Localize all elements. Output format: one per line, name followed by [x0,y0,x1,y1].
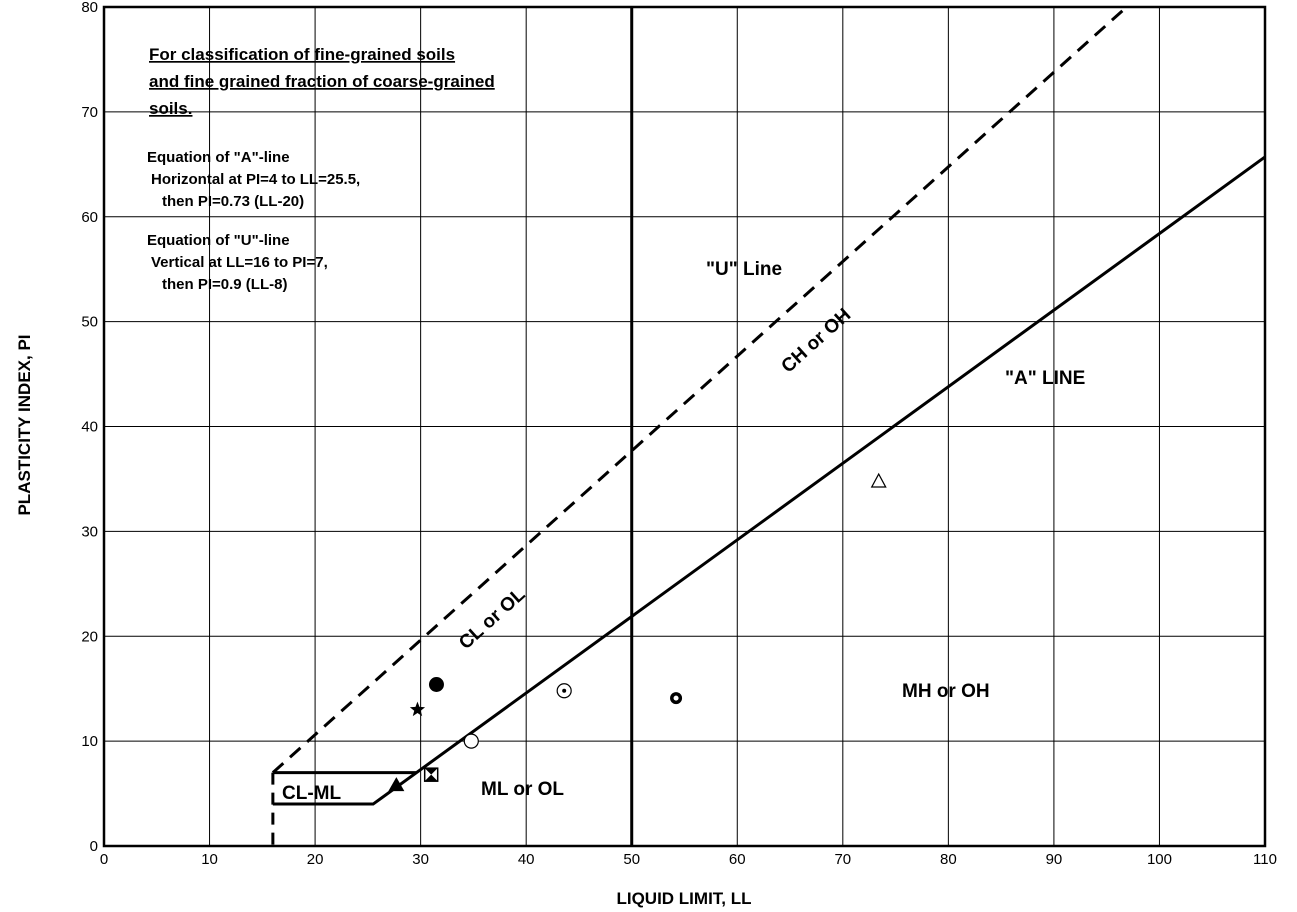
zone-mh-oh: MH or OH [902,681,990,702]
marker-star [409,701,426,717]
note-title-line-1: For classification of fine-grained soils [149,45,455,64]
data-point-circle-dot [556,683,572,699]
y-tick-label: 0 [90,838,98,855]
data-point-hourglass-square [423,767,439,782]
u-line-eq-3: then PI=0.9 (LL-8) [162,276,287,293]
tick-layer: 0 10 20 30 40 50 60 70 80 90 100 110 0 10 20 30 40 50 60 70… [81,0,1277,868]
grid-layer [102,5,1267,848]
data-point-filled-triangle [388,777,405,792]
note-title-line-2: and fine grained fraction of coarse-grai… [149,72,495,91]
y-tick-label: 30 [81,523,98,540]
a-line-label: "A" LINE [1005,368,1085,389]
a-line [272,155,1266,806]
a-line-eq-3: then PI=0.73 (LL-20) [162,193,304,210]
data-point-star [409,701,426,717]
x-tick-label: 60 [729,851,746,868]
y-tick-label: 80 [81,0,98,16]
marker-circle-center [562,688,567,693]
u-line-eq-1: Equation of "U"-line [147,232,290,249]
y-tick-label: 20 [81,628,98,645]
marker-hourglass-top [424,768,438,775]
x-tick-label: 80 [940,851,957,868]
x-tick-label: 30 [412,851,429,868]
zone-cl-ml: CL-ML [282,783,341,804]
x-tick-label: 40 [518,851,535,868]
x-tick-label: 70 [834,851,851,868]
zone-ch-oh: CH or OH [778,305,856,378]
y-tick-label: 50 [81,314,98,331]
zone-cl-ol: CL or OL [455,584,529,654]
x-tick-label: 90 [1046,851,1063,868]
data-point-flower [670,692,683,705]
y-tick-label: 10 [81,733,98,750]
note-title-line-3: soils. [149,99,192,118]
data-point-open-triangle [870,472,887,488]
marker-filled-triangle [388,777,405,792]
y-tick-label: 40 [81,419,98,436]
u-line [271,5,1128,774]
plot-frame [102,5,1267,848]
y-tick-label: 60 [81,209,98,226]
x-tick-label: 100 [1147,851,1172,868]
marker-filled-circle [428,676,444,692]
x-tick-label: 50 [623,851,640,868]
u-line-eq-2: Vertical at LL=16 to PI=7, [151,254,328,271]
a-line-eq-1: Equation of "A"-line [147,149,290,166]
a-line-eq-2: Horizontal at PI=4 to LL=25.5, [151,171,360,188]
marker-open-circle [463,733,479,749]
marker-open-triangle [870,472,887,488]
y-tick-label: 70 [81,104,98,121]
data-point-open-circle [463,733,479,749]
data-point-filled-circle [428,676,444,692]
marker-flower-center [673,695,679,701]
marker-hourglass-bottom [424,774,438,782]
y-axis-title: PLASTICITY INDEX, PI [15,334,34,515]
point-layer [388,472,887,792]
u-line-label: "U" Line [706,259,782,280]
x-tick-label: 110 [1253,851,1277,868]
x-axis-title: LIQUID LIMIT, LL [616,889,751,908]
x-tick-label: 20 [307,851,324,868]
x-tick-label: 0 [100,851,108,868]
line-layer [271,5,1266,846]
zone-ml-ol: ML or OL [481,779,564,800]
x-tick-label: 10 [201,851,218,868]
